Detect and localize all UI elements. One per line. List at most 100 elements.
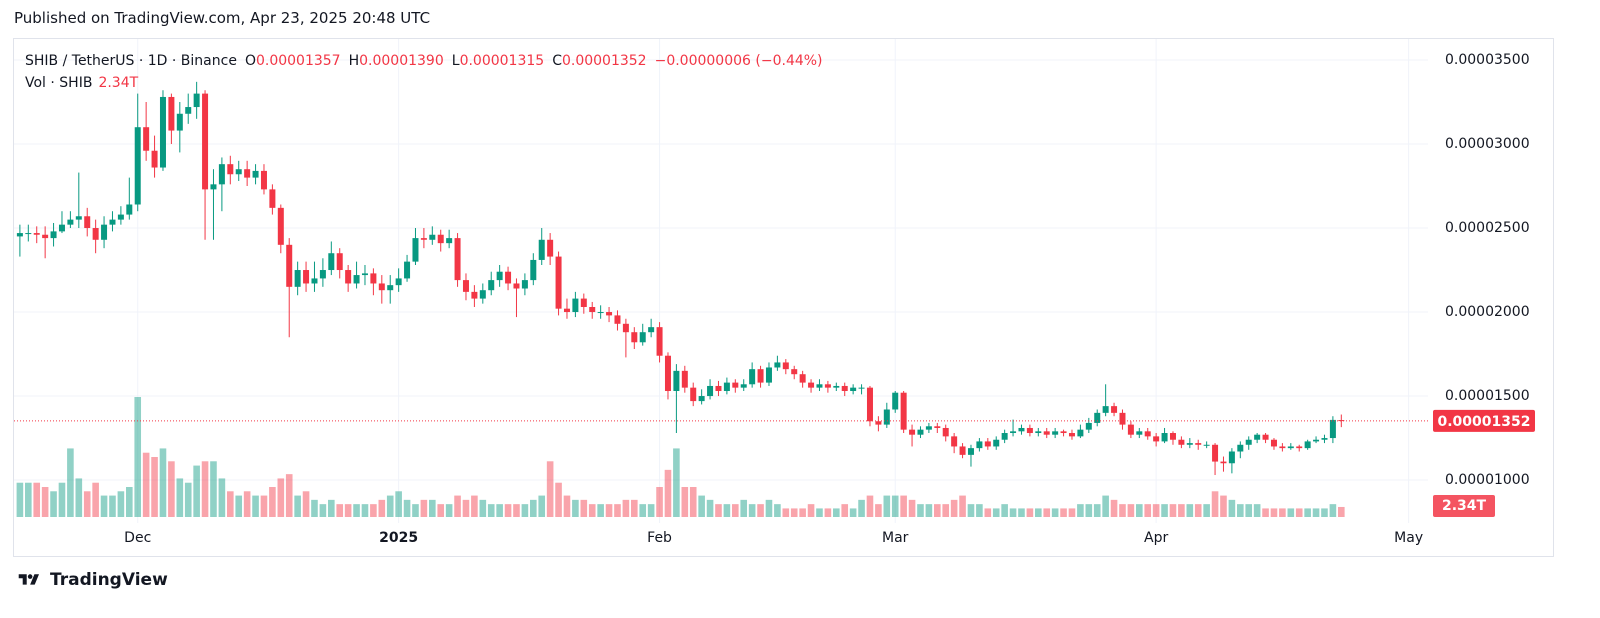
volume-bar: [799, 508, 806, 517]
ohlc-key: H: [348, 53, 360, 69]
volume-bar: [934, 504, 941, 517]
candle-body: [479, 290, 486, 299]
volume-bar: [386, 495, 394, 517]
volume-value-label: 2.34T: [1442, 498, 1487, 514]
volume-bar: [336, 504, 344, 517]
volume-bar: [530, 499, 537, 517]
candle-body: [1329, 419, 1336, 439]
candle-body: [1237, 444, 1244, 452]
candle-body: [75, 216, 82, 220]
candle-body: [1001, 433, 1008, 440]
x-tick-label: 2025: [379, 530, 418, 546]
candle-body: [976, 441, 983, 449]
candle-body: [631, 332, 638, 343]
volume-bar: [917, 504, 924, 517]
candle-body: [176, 113, 183, 131]
volume-bar: [959, 495, 966, 517]
volume-bar: [689, 487, 697, 517]
volume-bar: [1329, 504, 1337, 517]
volume-bar: [858, 499, 865, 517]
volume-bar: [1085, 504, 1093, 517]
candle-body: [361, 273, 368, 276]
candle-body: [1119, 412, 1126, 425]
volume-bar: [588, 504, 596, 517]
candle-body: [42, 234, 49, 239]
volume-bar: [75, 478, 83, 517]
candle-body: [967, 448, 974, 455]
candle-body: [303, 270, 310, 284]
candle-body: [193, 93, 200, 108]
volume-bar: [774, 504, 781, 517]
y-tick-label: 0.00001000: [1445, 472, 1530, 488]
volume-bar: [159, 448, 167, 517]
candle-body: [286, 244, 293, 287]
volume-bar: [1194, 504, 1202, 517]
candle-body: [547, 239, 554, 257]
candle-body: [1026, 427, 1033, 434]
candle-body: [757, 369, 764, 383]
candle-body: [563, 308, 570, 313]
candle-body: [530, 259, 537, 281]
volume-bar: [395, 491, 402, 517]
volume-bar: [1102, 495, 1109, 517]
volume-bar: [833, 508, 840, 517]
volume-bar: [353, 504, 360, 517]
candle-body: [1313, 439, 1320, 442]
last-price-box: [1433, 409, 1535, 432]
volume-bar: [420, 499, 428, 517]
volume-bar: [967, 504, 975, 517]
candle-body: [471, 291, 478, 299]
volume-bar: [83, 491, 91, 517]
ohlc-key: L: [451, 53, 460, 69]
y-tick-label: 0.00003000: [1445, 136, 1530, 152]
candle-body: [606, 312, 613, 316]
volume-bar: [100, 495, 108, 517]
volume-bar: [1253, 504, 1261, 517]
candle-body: [597, 312, 604, 314]
volume-bar: [546, 461, 554, 517]
candle-body: [1035, 431, 1042, 434]
candle-body: [917, 429, 924, 435]
volume-bar: [521, 504, 529, 517]
candle-body: [1178, 439, 1185, 445]
volume-bar: [412, 504, 419, 517]
legend-volume: Vol · SHIB 2.34T: [25, 72, 823, 94]
volume-bar: [942, 504, 950, 517]
candle-body: [244, 169, 251, 178]
candle-body: [159, 96, 166, 168]
volume-bar: [790, 508, 798, 517]
candle-body: [1052, 431, 1059, 435]
candle-body: [538, 239, 545, 260]
volume-bar: [176, 478, 184, 517]
candle-body: [311, 278, 318, 284]
volume-bars: [16, 397, 1345, 517]
volume-title: Vol · SHIB: [25, 75, 93, 91]
volume-bar: [504, 504, 512, 517]
volume-bar: [1136, 504, 1143, 517]
volume-bar: [16, 482, 24, 517]
volume-bar: [992, 508, 1000, 517]
candle-body: [1212, 444, 1219, 462]
volume-bar: [285, 474, 293, 517]
volume-bar: [1152, 504, 1160, 517]
candle-body: [1254, 434, 1261, 440]
volume-bar: [403, 499, 411, 517]
candle-body: [336, 253, 343, 271]
volume-bar: [487, 504, 495, 517]
candle-body: [799, 374, 806, 383]
candle-body: [277, 207, 284, 245]
candle-body: [1321, 438, 1328, 440]
volume-bar: [765, 499, 773, 517]
volume-bar: [471, 495, 478, 517]
candle-body: [1245, 439, 1252, 445]
volume-bar: [757, 504, 764, 517]
candle-body: [1270, 439, 1277, 447]
volume-bar: [218, 478, 226, 517]
candle-body: [1094, 412, 1101, 423]
candle-body: [1287, 446, 1294, 449]
ohlc-value: 0.00001390: [359, 53, 444, 69]
candle-body: [143, 127, 150, 151]
volume-bar: [370, 504, 377, 517]
volume-bar: [1043, 508, 1051, 517]
